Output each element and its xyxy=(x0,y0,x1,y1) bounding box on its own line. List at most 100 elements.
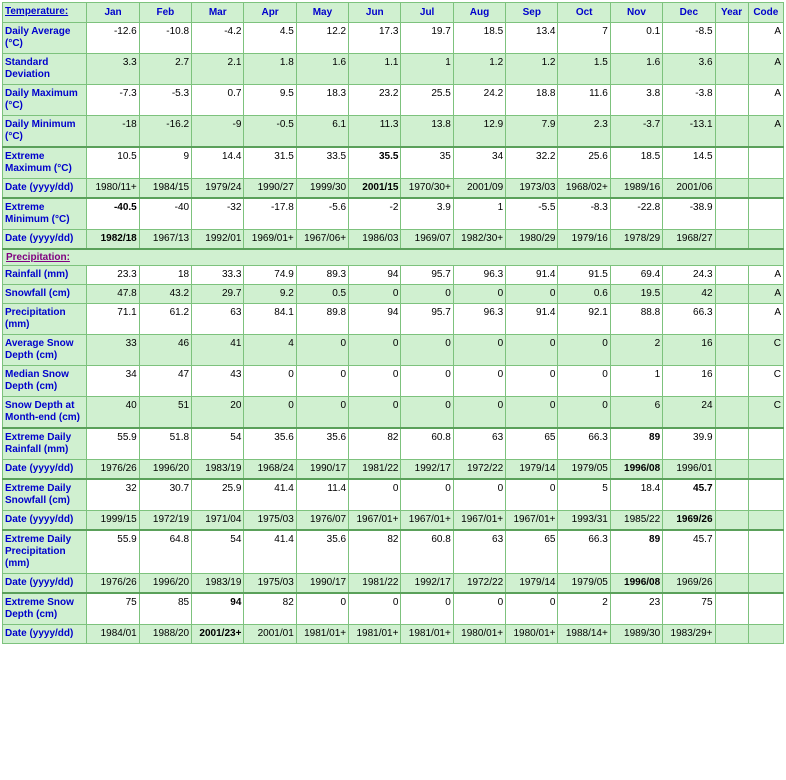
cell-dmax-2: 0.7 xyxy=(192,85,244,116)
row-dmax: Daily Maximum (°C)-7.3-5.30.79.518.323.2… xyxy=(3,85,784,116)
cell-snow-8: 0 xyxy=(506,285,558,304)
cell-asd-2: 41 xyxy=(192,335,244,366)
cell-emin-8: -5.5 xyxy=(506,198,558,230)
col-jul: Jul xyxy=(401,3,453,23)
cell-asd-10: 2 xyxy=(610,335,662,366)
row-eds: Extreme Daily Snowfall (cm)3230.725.941.… xyxy=(3,479,784,511)
cell-emaxd-7: 2001/09 xyxy=(453,179,505,199)
cell-sdev-11: 3.6 xyxy=(663,54,715,85)
header-row: Temperature:JanFebMarAprMayJunJulAugSepO… xyxy=(3,3,784,23)
row-emind: Date (yyyy/dd)1982/181967/131992/011969/… xyxy=(3,230,784,250)
cell-edp-1: 64.8 xyxy=(139,530,191,574)
cell-edsd-year xyxy=(715,511,748,531)
cell-emax-5: 35.5 xyxy=(349,147,401,179)
cell-davg-10: 0.1 xyxy=(610,23,662,54)
cell-emax-2: 14.4 xyxy=(192,147,244,179)
cell-sdev-3: 1.8 xyxy=(244,54,296,85)
cell-edpd-3: 1975/03 xyxy=(244,574,296,594)
col-mar: Mar xyxy=(192,3,244,23)
cell-edp-4: 35.6 xyxy=(296,530,348,574)
cell-eds-11: 45.7 xyxy=(663,479,715,511)
cell-edp-10: 89 xyxy=(610,530,662,574)
cell-emind-11: 1968/27 xyxy=(663,230,715,250)
cell-msd-7: 0 xyxy=(453,366,505,397)
cell-prec-1: 61.2 xyxy=(139,304,191,335)
cell-eds-8: 0 xyxy=(506,479,558,511)
cell-davg-8: 13.4 xyxy=(506,23,558,54)
cell-eds-code xyxy=(748,479,783,511)
cell-eds-6: 0 xyxy=(401,479,453,511)
label-esdd: Date (yyyy/dd) xyxy=(3,625,87,644)
cell-snow-10: 19.5 xyxy=(610,285,662,304)
cell-edpd-10: 1996/08 xyxy=(610,574,662,594)
cell-msd-11: 16 xyxy=(663,366,715,397)
cell-edpd-4: 1990/17 xyxy=(296,574,348,594)
cell-rain-year xyxy=(715,266,748,285)
cell-dmax-8: 18.8 xyxy=(506,85,558,116)
cell-edp-8: 65 xyxy=(506,530,558,574)
col-aug: Aug xyxy=(453,3,505,23)
row-edpd: Date (yyyy/dd)1976/261996/201983/191975/… xyxy=(3,574,784,594)
cell-emaxd-code xyxy=(748,179,783,199)
row-msd: Median Snow Depth (cm)3447430000000116C xyxy=(3,366,784,397)
cell-sdme-8: 0 xyxy=(506,397,558,429)
cell-dmin-year xyxy=(715,116,748,148)
cell-prec-6: 95.7 xyxy=(401,304,453,335)
cell-davg-code: A xyxy=(748,23,783,54)
cell-rain-11: 24.3 xyxy=(663,266,715,285)
cell-edpd-5: 1981/22 xyxy=(349,574,401,594)
cell-dmin-1: -16.2 xyxy=(139,116,191,148)
cell-edpd-code xyxy=(748,574,783,594)
cell-edrd-8: 1979/14 xyxy=(506,460,558,480)
row-edr: Extreme Daily Rainfall (mm)55.951.85435.… xyxy=(3,428,784,460)
cell-emin-4: -5.6 xyxy=(296,198,348,230)
cell-edpd-9: 1979/05 xyxy=(558,574,610,594)
cell-dmax-year xyxy=(715,85,748,116)
cell-rain-9: 91.5 xyxy=(558,266,610,285)
cell-emind-2: 1992/01 xyxy=(192,230,244,250)
cell-msd-3: 0 xyxy=(244,366,296,397)
cell-edrd-10: 1996/08 xyxy=(610,460,662,480)
cell-edp-6: 60.8 xyxy=(401,530,453,574)
row-davg: Daily Average (°C)-12.6-10.8-4.24.512.21… xyxy=(3,23,784,54)
cell-emin-code xyxy=(748,198,783,230)
cell-eds-7: 0 xyxy=(453,479,505,511)
cell-asd-year xyxy=(715,335,748,366)
temperature-link[interactable]: Temperature: xyxy=(5,6,68,17)
label-msd: Median Snow Depth (cm) xyxy=(3,366,87,397)
cell-edp-11: 45.7 xyxy=(663,530,715,574)
cell-msd-0: 34 xyxy=(87,366,139,397)
cell-esdd-6: 1981/01+ xyxy=(401,625,453,644)
cell-edr-3: 35.6 xyxy=(244,428,296,460)
cell-emax-0: 10.5 xyxy=(87,147,139,179)
cell-sdev-5: 1.1 xyxy=(349,54,401,85)
col-jun: Jun xyxy=(349,3,401,23)
cell-esd-9: 2 xyxy=(558,593,610,625)
cell-asd-3: 4 xyxy=(244,335,296,366)
cell-eds-2: 25.9 xyxy=(192,479,244,511)
row-edrd: Date (yyyy/dd)1976/261996/201983/191968/… xyxy=(3,460,784,480)
cell-rain-2: 33.3 xyxy=(192,266,244,285)
cell-dmax-9: 11.6 xyxy=(558,85,610,116)
label-asd: Average Snow Depth (cm) xyxy=(3,335,87,366)
cell-davg-0: -12.6 xyxy=(87,23,139,54)
cell-sdev-9: 1.5 xyxy=(558,54,610,85)
cell-dmin-3: -0.5 xyxy=(244,116,296,148)
col-sep: Sep xyxy=(506,3,558,23)
cell-edpd-1: 1996/20 xyxy=(139,574,191,594)
precip-link[interactable]: Precipitation: xyxy=(6,252,70,263)
cell-esdd-0: 1984/01 xyxy=(87,625,139,644)
cell-emax-year xyxy=(715,147,748,179)
cell-edr-4: 35.6 xyxy=(296,428,348,460)
cell-esd-3: 82 xyxy=(244,593,296,625)
row-asd: Average Snow Depth (cm)3346414000000216C xyxy=(3,335,784,366)
cell-dmin-10: -3.7 xyxy=(610,116,662,148)
cell-sdme-5: 0 xyxy=(349,397,401,429)
cell-edsd-7: 1967/01+ xyxy=(453,511,505,531)
cell-dmin-code: A xyxy=(748,116,783,148)
cell-emax-1: 9 xyxy=(139,147,191,179)
section-precip: Precipitation: xyxy=(3,249,784,266)
cell-emaxd-2: 1979/24 xyxy=(192,179,244,199)
cell-prec-9: 92.1 xyxy=(558,304,610,335)
cell-eds-0: 32 xyxy=(87,479,139,511)
